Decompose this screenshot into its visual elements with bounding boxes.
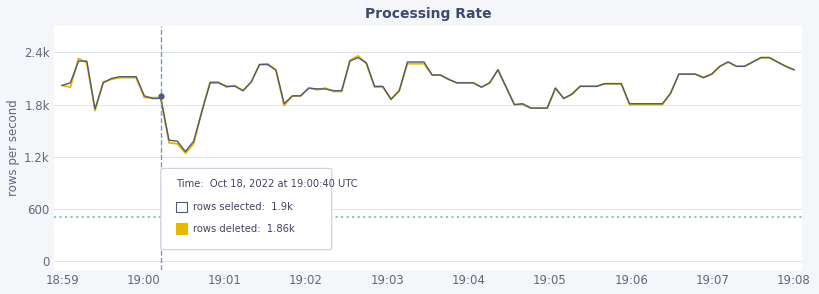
Text: rows selected:  1.9k: rows selected: 1.9k	[193, 202, 293, 212]
Text: rows deleted:  1.86k: rows deleted: 1.86k	[193, 223, 295, 233]
Y-axis label: rows per second: rows per second	[7, 100, 20, 196]
Text: Time:  Oct 18, 2022 at 19:00:40 UTC: Time: Oct 18, 2022 at 19:00:40 UTC	[176, 179, 358, 189]
Title: Processing Rate: Processing Rate	[364, 7, 491, 21]
